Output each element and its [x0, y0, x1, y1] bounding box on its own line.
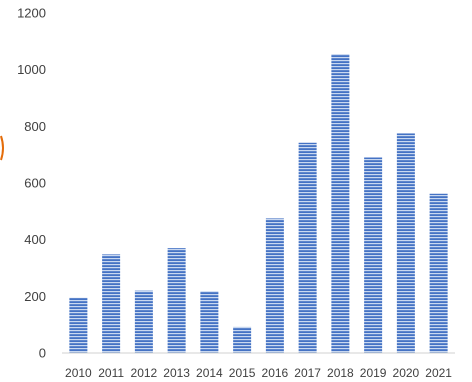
- x-tick-label: 2018: [327, 366, 354, 380]
- x-tick-label: 2010: [65, 366, 92, 380]
- x-tick-label: 2014: [196, 366, 223, 380]
- y-tick-label: 200: [24, 289, 46, 304]
- bar-2018: [331, 54, 350, 353]
- y-tick-label: 400: [24, 232, 46, 247]
- bar-2021: [429, 193, 448, 353]
- bar-2020: [396, 133, 415, 353]
- bar-2011: [102, 254, 121, 353]
- x-tick-label: 2017: [294, 366, 321, 380]
- x-tick-label: 2019: [360, 366, 387, 380]
- x-tick-label: 2012: [131, 366, 158, 380]
- bar-2012: [134, 290, 153, 353]
- y-tick-label: 1000: [17, 62, 46, 77]
- bar-2016: [265, 218, 284, 353]
- bar-2010: [69, 297, 88, 353]
- y-tick-label: 0: [39, 346, 46, 361]
- x-tick-label: 2011: [98, 366, 124, 380]
- y-tick-label: 1200: [17, 6, 46, 21]
- x-axis-ticks: 2010 2011 2012 2013 2014 2015 2016 2017 2018 2019…: [65, 366, 452, 380]
- y-tick-label: 600: [24, 176, 46, 191]
- bar-2019: [364, 157, 383, 353]
- y-axis-ticks: 0 200 400 600 800 1000 1200: [17, 6, 46, 361]
- bars: [69, 54, 448, 353]
- bar-2014: [200, 291, 219, 353]
- x-tick-label: 2013: [163, 366, 190, 380]
- bar-2015: [233, 326, 252, 353]
- x-tick-label: 2021: [425, 366, 452, 380]
- x-tick-label: 2020: [393, 366, 420, 380]
- x-tick-label: 2016: [262, 366, 289, 380]
- bar-2013: [167, 248, 186, 353]
- x-tick-label: 2015: [229, 366, 256, 380]
- y-tick-label: 800: [24, 119, 46, 134]
- axis-title-fragment: [0, 135, 4, 161]
- bar-2017: [298, 142, 317, 353]
